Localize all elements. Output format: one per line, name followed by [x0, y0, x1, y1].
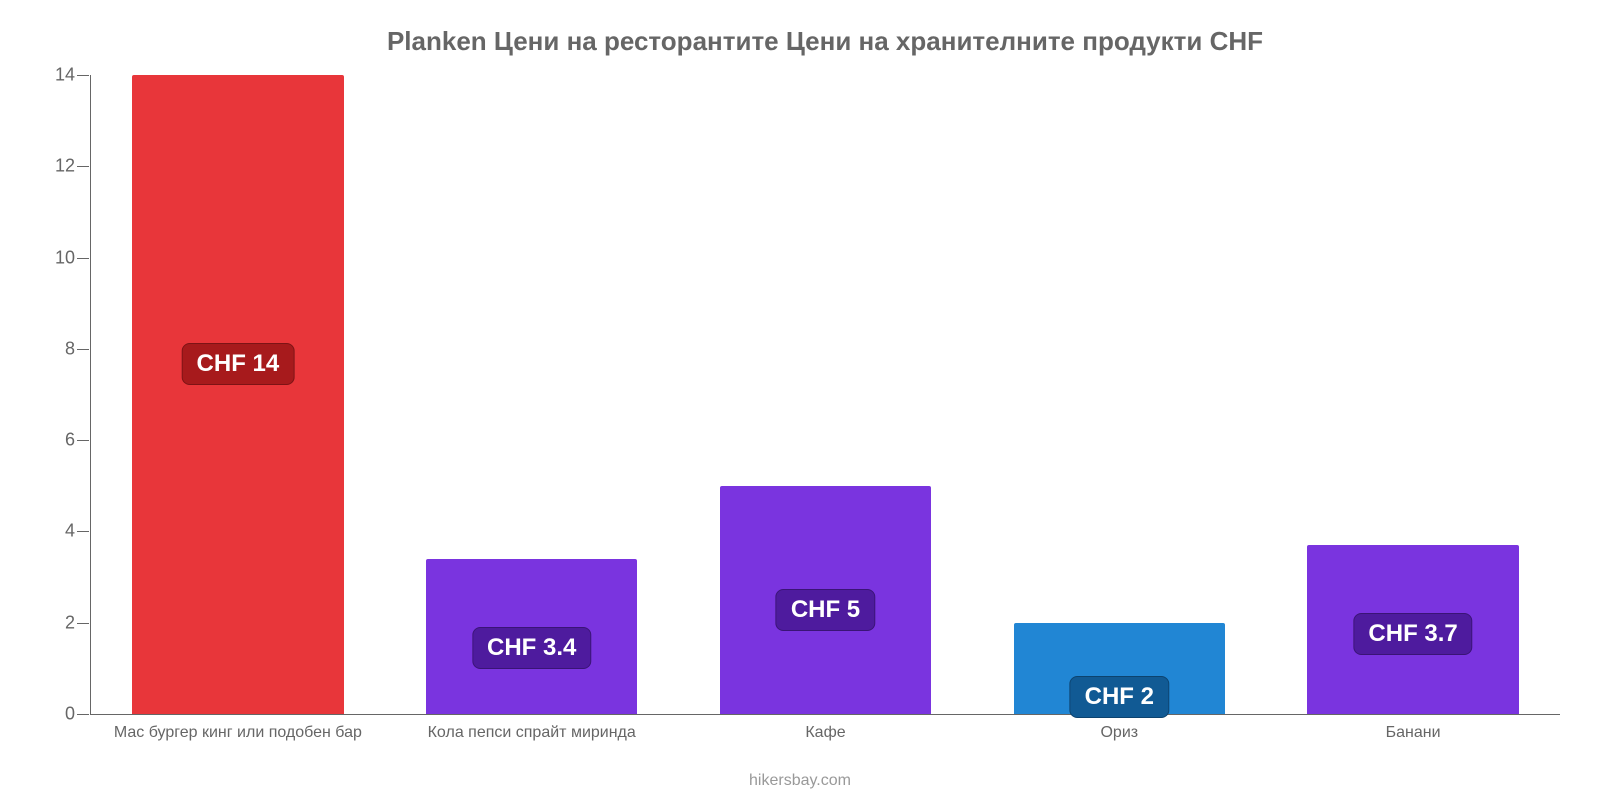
x-axis-label: Кафе: [679, 724, 973, 742]
y-tick-label: 8: [31, 338, 75, 359]
bar-value-label: CHF 2: [1070, 676, 1169, 718]
bar-value-label: CHF 3.4: [472, 627, 591, 669]
y-tick: [77, 258, 89, 259]
y-tick-label: 0: [31, 704, 75, 725]
y-tick: [77, 166, 89, 167]
y-tick-label: 6: [31, 430, 75, 451]
x-axis-label: Банани: [1266, 724, 1560, 742]
y-tick: [77, 531, 89, 532]
bar-value-label: CHF 3.7: [1353, 613, 1472, 655]
bar-slot: CHF 3.7: [1266, 75, 1560, 714]
y-tick: [77, 623, 89, 624]
bar-value-label: CHF 14: [182, 343, 295, 385]
bar-slot: CHF 3.4: [385, 75, 679, 714]
plot-area: CHF 14CHF 3.4CHF 5CHF 2CHF 3.7 Мас бурге…: [90, 75, 1560, 715]
bar-slot: CHF 2: [972, 75, 1266, 714]
x-axis-label: Мас бургер кинг или подобен бар: [91, 724, 385, 742]
x-axis-label: Ориз: [972, 724, 1266, 742]
y-tick: [77, 349, 89, 350]
y-tick: [77, 75, 89, 76]
y-tick: [77, 440, 89, 441]
chart-title: Planken Цени на ресторантите Цени на хра…: [90, 20, 1560, 75]
bar-slot: CHF 14: [91, 75, 385, 714]
bars-container: CHF 14 CHF 3.4 CHF 5 CHF 2 CHF 3.7: [91, 75, 1560, 714]
x-axis-label: Кола пепси спрайт миринда: [385, 724, 679, 742]
y-tick-label: 12: [31, 156, 75, 177]
bar-slot: CHF 5: [679, 75, 973, 714]
y-tick-label: 4: [31, 521, 75, 542]
bar-value-label: CHF 5: [776, 589, 875, 631]
x-axis-labels: Мас бургер кинг или подобен барКола пепс…: [91, 714, 1560, 742]
y-tick-label: 2: [31, 612, 75, 633]
y-tick-label: 10: [31, 247, 75, 268]
bar: [132, 75, 344, 714]
chart-footer: hikersbay.com: [0, 772, 1600, 790]
y-tick: [77, 714, 89, 715]
y-tick-label: 14: [31, 65, 75, 86]
price-bar-chart: Planken Цени на ресторантите Цени на хра…: [0, 0, 1600, 800]
